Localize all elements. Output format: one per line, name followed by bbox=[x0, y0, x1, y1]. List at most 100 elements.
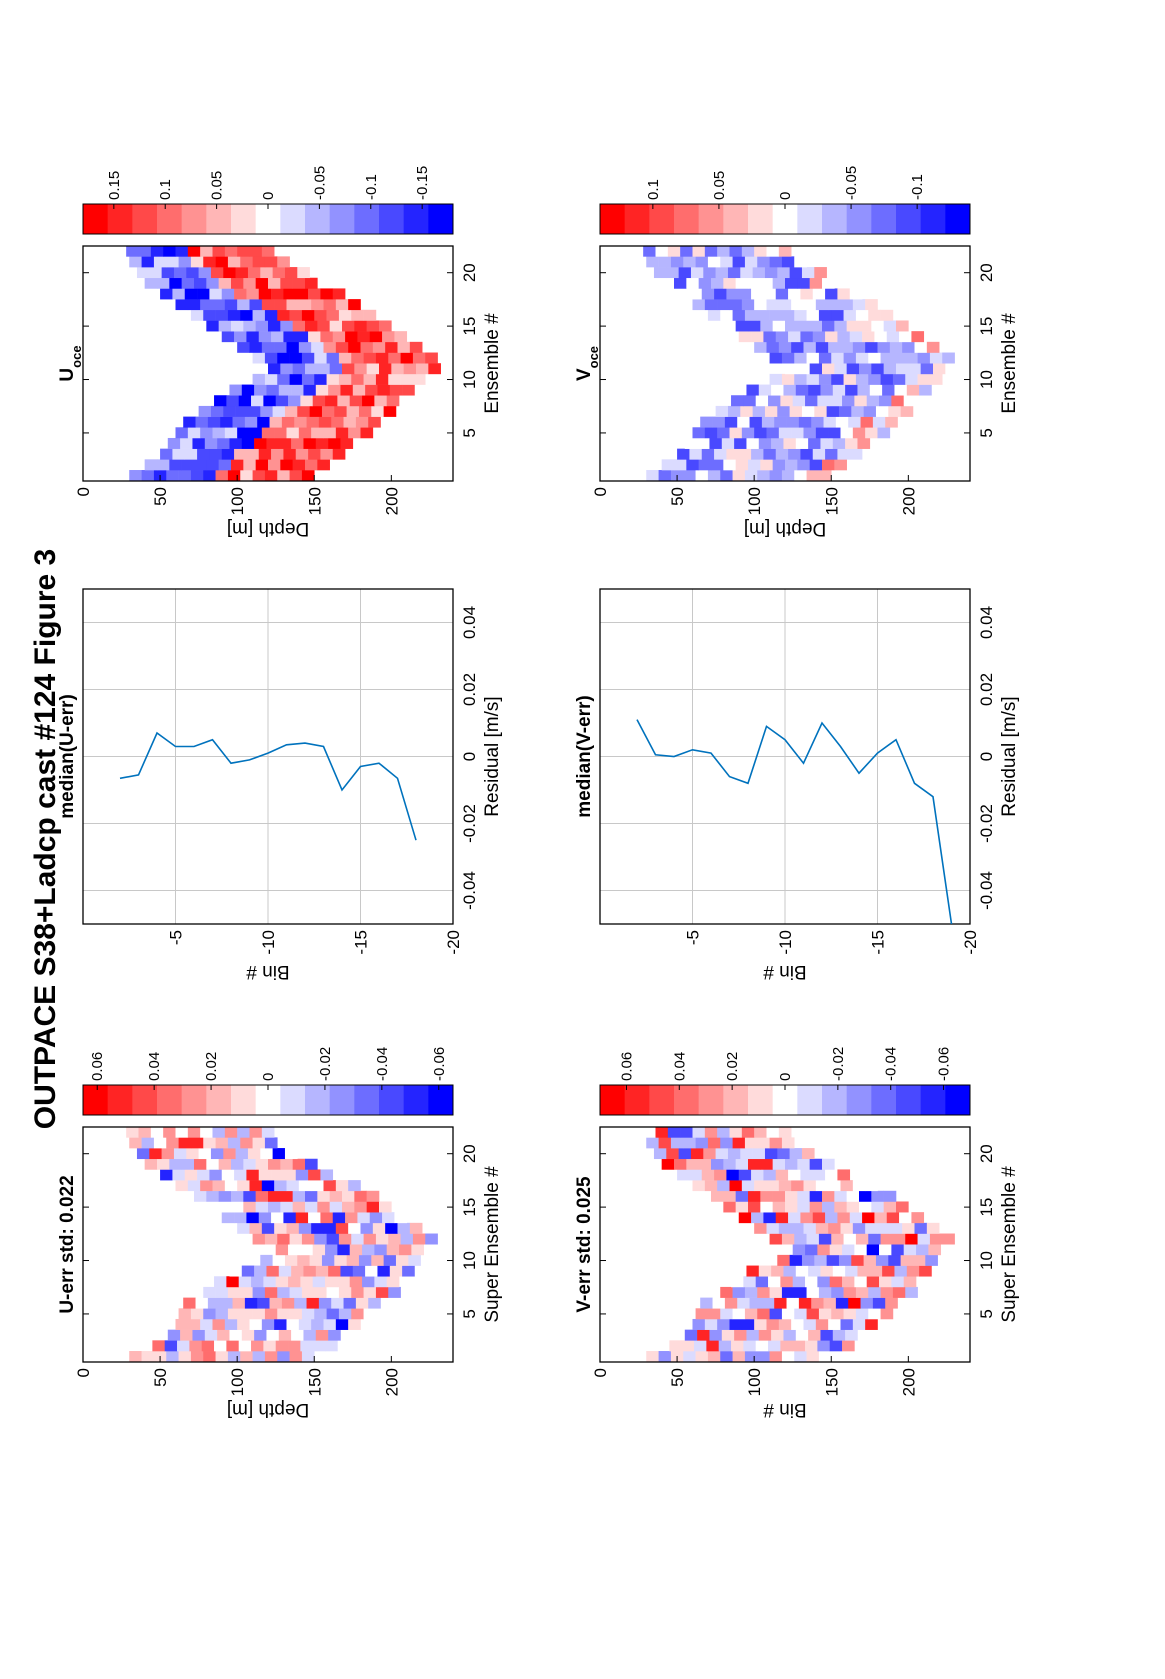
heatmap-cell bbox=[646, 1137, 659, 1149]
heatmap-cell bbox=[305, 1158, 318, 1170]
heatmap-cell bbox=[246, 448, 260, 460]
heatmap-cell bbox=[874, 331, 888, 343]
heatmap-cell bbox=[794, 373, 807, 385]
heatmap-cell bbox=[271, 1212, 284, 1224]
heatmap-cell bbox=[331, 1297, 344, 1309]
heatmap-cell bbox=[748, 1201, 761, 1213]
heatmap-cell bbox=[369, 331, 383, 343]
heatmap-cell bbox=[703, 267, 716, 279]
heatmap-cell bbox=[818, 1233, 832, 1245]
heatmap-cell bbox=[354, 1201, 367, 1213]
heatmap-cell bbox=[268, 363, 281, 375]
heatmap-cell bbox=[227, 309, 241, 321]
heatmap-cell bbox=[338, 309, 352, 321]
heatmap-cell bbox=[362, 395, 375, 407]
heatmap-cell bbox=[386, 395, 400, 407]
heatmap-cell bbox=[871, 1190, 884, 1202]
heatmap-cell bbox=[184, 448, 198, 460]
heatmap-cell bbox=[777, 267, 790, 279]
heatmap-cell bbox=[735, 459, 749, 471]
heatmap-cell bbox=[835, 416, 849, 428]
colorbar-swatch bbox=[206, 204, 232, 234]
x-tick-label: 0.04 bbox=[460, 606, 479, 639]
heatmap-cell bbox=[692, 1126, 706, 1138]
heatmap-cell bbox=[169, 459, 182, 471]
heatmap-cell bbox=[215, 1308, 229, 1320]
heatmap-cell bbox=[738, 1169, 752, 1181]
heatmap-cell bbox=[829, 1244, 843, 1256]
heatmap-cell bbox=[160, 288, 173, 300]
heatmap-cell bbox=[840, 299, 854, 311]
heatmap-cell bbox=[260, 1254, 273, 1266]
heatmap-cell bbox=[848, 416, 861, 428]
heatmap-cell bbox=[229, 384, 243, 396]
heatmap-cell bbox=[281, 416, 295, 428]
heatmap-cell bbox=[754, 299, 767, 311]
heatmap-cell bbox=[181, 1158, 195, 1170]
heatmap-cell bbox=[255, 1190, 269, 1202]
heatmap-cell bbox=[220, 1297, 233, 1309]
heatmap-cell bbox=[766, 245, 780, 257]
colorbar-swatch bbox=[354, 1085, 380, 1115]
heatmap-cell bbox=[375, 1286, 389, 1298]
heatmap-cell bbox=[343, 1297, 357, 1309]
heatmap-cell bbox=[726, 288, 740, 300]
colorbar-swatch bbox=[231, 1085, 257, 1115]
heatmap-cell bbox=[397, 341, 411, 353]
heatmap-cell bbox=[297, 405, 310, 417]
heatmap-cell bbox=[857, 384, 871, 396]
heatmap-cell bbox=[669, 1340, 683, 1352]
heatmap-cell bbox=[325, 1244, 338, 1256]
heatmap-cell bbox=[738, 288, 752, 300]
heatmap-cell bbox=[798, 1297, 812, 1309]
colorbar-swatch bbox=[280, 1085, 306, 1115]
heatmap-cell bbox=[277, 309, 290, 321]
heatmap-cell bbox=[150, 1126, 164, 1138]
heatmap-cell bbox=[658, 256, 672, 268]
heatmap-cell bbox=[197, 1169, 210, 1181]
heatmap-cell bbox=[266, 384, 280, 396]
heatmap-cell bbox=[822, 1190, 835, 1202]
heatmap-cell bbox=[942, 352, 955, 364]
heatmap-cell bbox=[278, 437, 292, 449]
heatmap-cell bbox=[218, 1158, 232, 1170]
heatmap-cell bbox=[820, 384, 834, 396]
heatmap-cell bbox=[862, 1212, 875, 1224]
heatmap-cell bbox=[677, 288, 690, 300]
heatmap-cell bbox=[372, 341, 386, 353]
heatmap-cell bbox=[721, 437, 735, 449]
colorbar-swatch bbox=[132, 1085, 158, 1115]
heatmap-cell bbox=[774, 416, 787, 428]
heatmap-cell bbox=[771, 437, 784, 449]
panel-title: median(V-err) bbox=[574, 695, 595, 817]
heatmap-cell bbox=[298, 299, 312, 311]
heatmap-cell bbox=[379, 1201, 392, 1213]
heatmap-cell bbox=[777, 405, 790, 417]
heatmap-cell bbox=[900, 1254, 914, 1266]
heatmap-cell bbox=[363, 373, 377, 385]
heatmap-cell bbox=[683, 470, 696, 481]
heatmap-cell bbox=[340, 437, 354, 449]
colorbar-swatch bbox=[822, 1085, 848, 1115]
heatmap-cell bbox=[800, 331, 814, 343]
heatmap-cell bbox=[349, 1276, 363, 1288]
heatmap-cell bbox=[778, 245, 792, 257]
heatmap-cell bbox=[295, 1169, 309, 1181]
heatmap-cell bbox=[704, 1126, 718, 1138]
y-tick-label: -10 bbox=[776, 930, 795, 955]
heatmap-cell bbox=[187, 245, 201, 257]
heatmap-cell bbox=[655, 245, 669, 257]
heatmap-cell bbox=[781, 1308, 795, 1320]
heatmap-cell bbox=[204, 1329, 218, 1341]
colorbar-swatch bbox=[600, 204, 626, 234]
heatmap-cell bbox=[136, 1148, 150, 1160]
heatmap-cell bbox=[737, 416, 750, 428]
heatmap-cell bbox=[309, 405, 323, 417]
heatmap-cell bbox=[735, 1190, 749, 1202]
y-tick-label: 50 bbox=[668, 487, 687, 506]
heatmap-cell bbox=[794, 470, 807, 481]
heatmap-cell bbox=[172, 448, 186, 460]
x-tick-label: -0.04 bbox=[977, 871, 996, 910]
heatmap-cell bbox=[883, 1201, 897, 1213]
heatmap-cell bbox=[840, 1318, 854, 1330]
